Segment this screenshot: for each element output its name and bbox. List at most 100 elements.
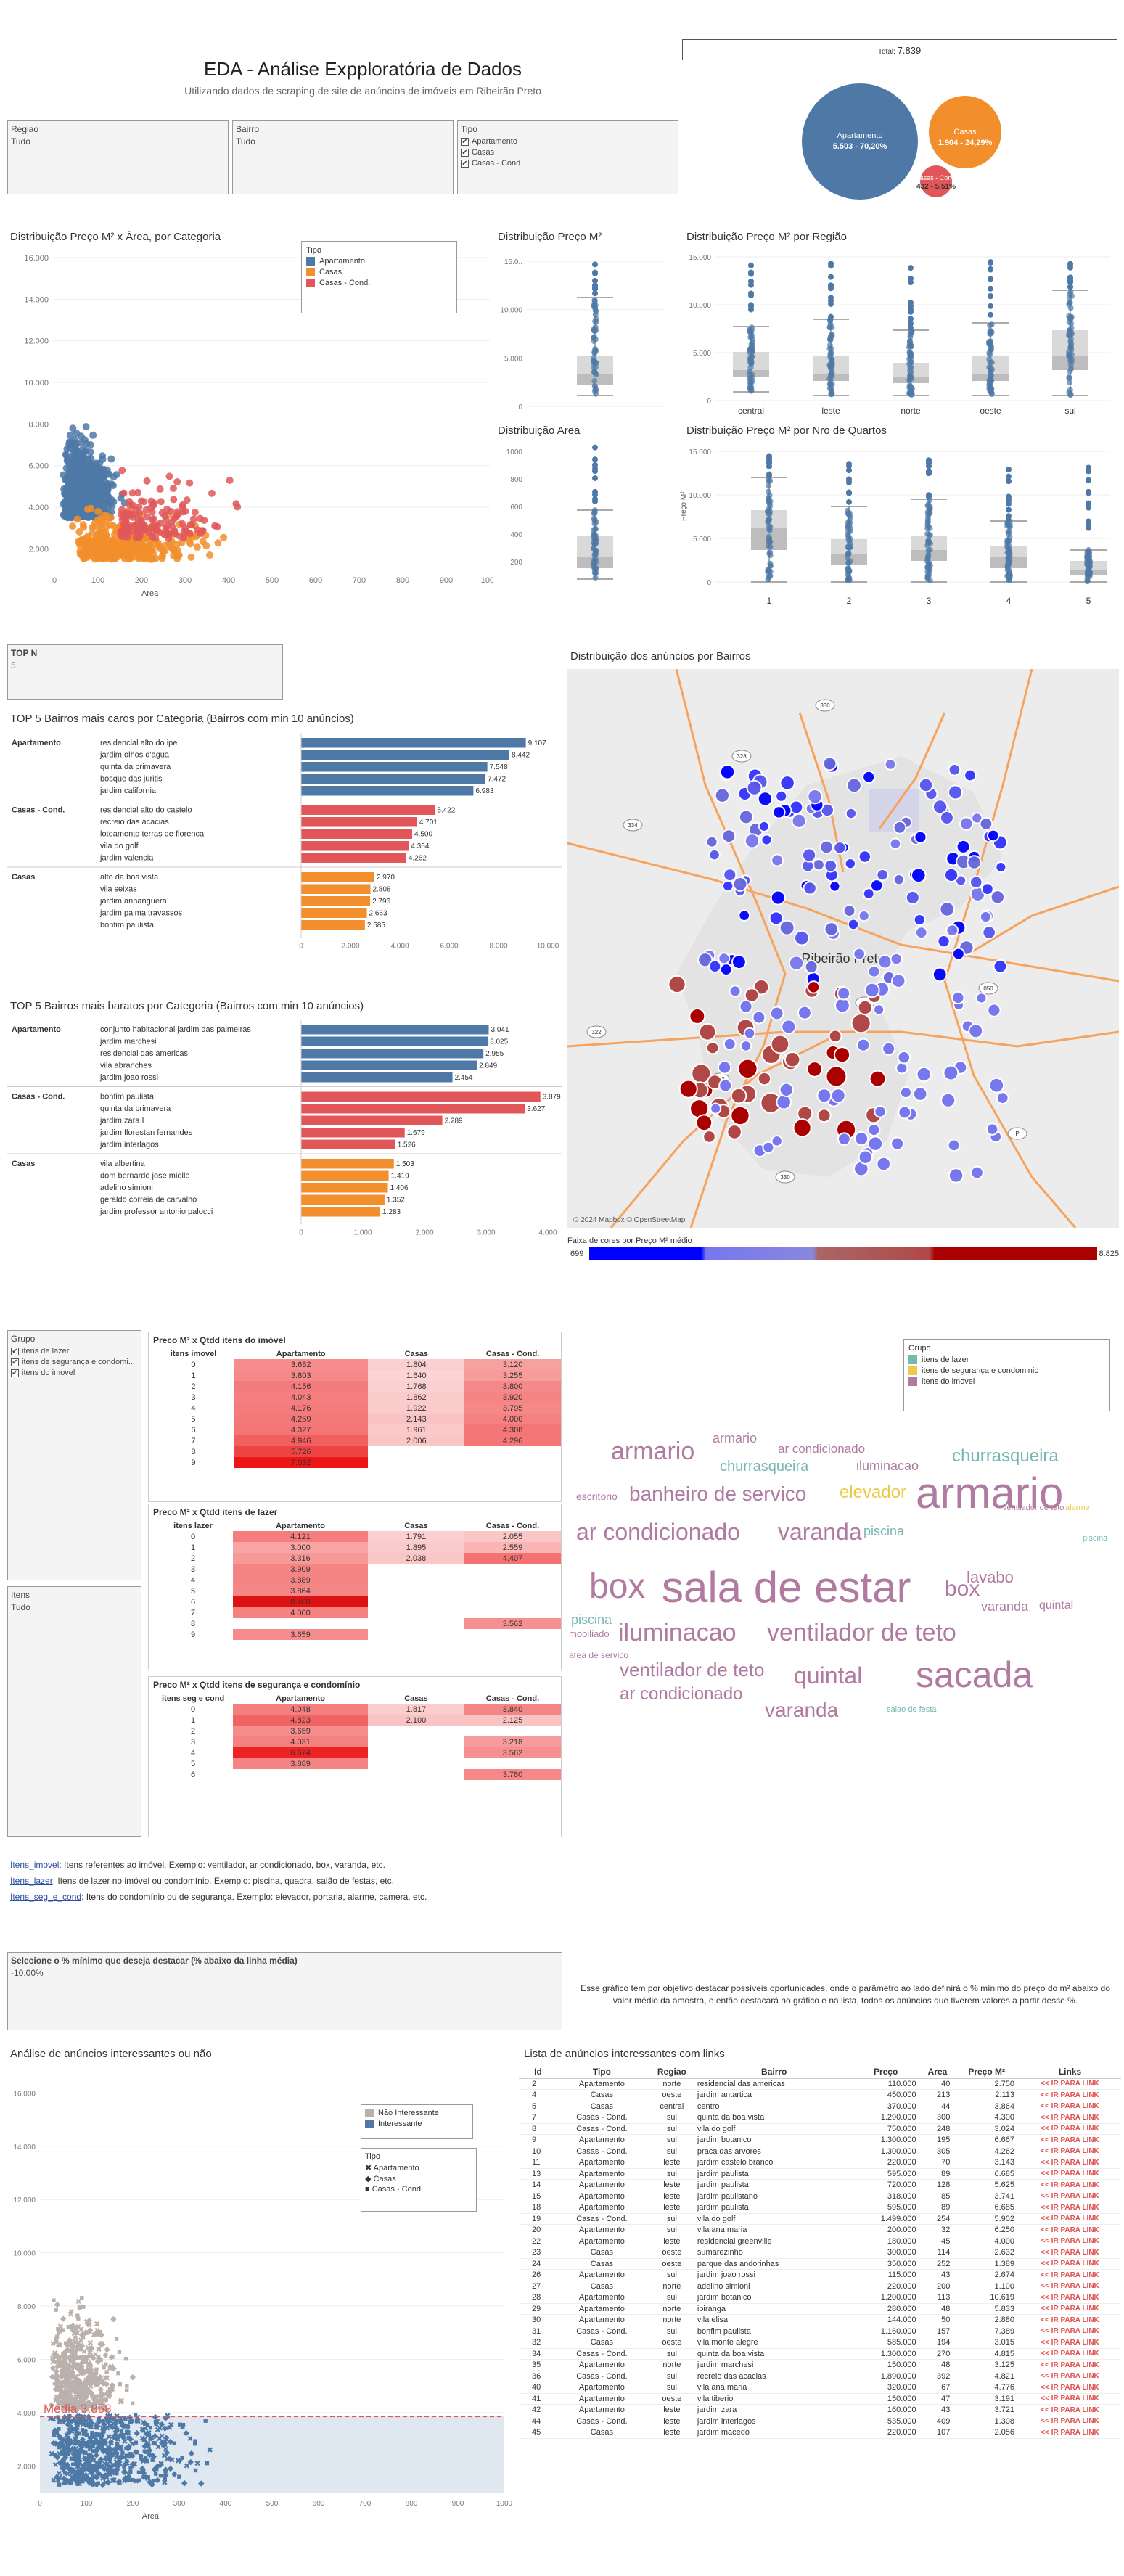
point-nao-interessante: ✖ — [77, 2390, 83, 2399]
link-button[interactable]: << IR PARA LINK — [1019, 2134, 1121, 2146]
link-button[interactable]: << IR PARA LINK — [1019, 2123, 1121, 2135]
outlier-point — [908, 324, 914, 331]
link-button[interactable]: << IR PARA LINK — [1019, 2078, 1121, 2090]
link-button[interactable]: << IR PARA LINK — [1019, 2371, 1121, 2382]
link-button[interactable]: << IR PARA LINK — [1019, 2348, 1121, 2360]
link-button[interactable]: << IR PARA LINK — [1019, 2292, 1121, 2304]
point-nao-interessante: ■ — [63, 2339, 68, 2348]
point-interessante: ◆ — [65, 2439, 72, 2448]
link-button[interactable]: << IR PARA LINK — [1019, 2337, 1121, 2349]
link-button[interactable]: << IR PARA LINK — [1019, 2089, 1121, 2101]
point-casas-cond — [165, 472, 173, 480]
word-cloud-term: lavabo — [967, 1568, 1014, 1586]
map-marker-mid — [739, 999, 753, 1014]
link-button[interactable]: << IR PARA LINK — [1019, 2191, 1121, 2202]
point-interessante: ✖ — [112, 2429, 118, 2438]
list-cell: sul — [646, 2269, 697, 2281]
point-interessante: ✖ — [75, 2479, 82, 2487]
topn-label: TOP N — [11, 648, 38, 658]
point-interessante: ✖ — [118, 2443, 124, 2452]
point-nao-interessante: ✖ — [75, 2360, 82, 2369]
link-button[interactable]: << IR PARA LINK — [1019, 2326, 1121, 2337]
point-interessante: ◆ — [73, 2475, 79, 2484]
link-button[interactable]: << IR PARA LINK — [1019, 2168, 1121, 2180]
link-button[interactable]: << IR PARA LINK — [1019, 2179, 1121, 2191]
map-marker-mid — [856, 1038, 871, 1052]
map-view[interactable]: 330328334322333051050P330Ribeirão Preto©… — [567, 669, 1119, 1228]
point-nao-interessante: ◆ — [63, 2400, 70, 2408]
list-cell: 113 — [920, 2292, 955, 2304]
point-interessante: ■ — [99, 2430, 104, 2439]
topn-filter[interactable]: TOP N 5 — [7, 644, 283, 700]
box-point — [748, 344, 755, 350]
link-button[interactable]: << IR PARA LINK — [1019, 2236, 1121, 2247]
link-button[interactable]: << IR PARA LINK — [1019, 2224, 1121, 2236]
interest-legend[interactable]: Não Interessante Interessante — [361, 2104, 473, 2139]
link-button[interactable]: << IR PARA LINK — [1019, 2112, 1121, 2124]
tipo-filter[interactable]: Tipo ✔ Apartamento ✔ Casas ✔ Casas - Cond. — [457, 120, 678, 194]
interest-tipo-legend[interactable]: Tipo ✖ Apartamento ◆ Casas ■ Casas - Con… — [361, 2148, 477, 2212]
link-button[interactable]: << IR PARA LINK — [1019, 2281, 1121, 2292]
outlier-point — [1086, 520, 1091, 527]
map-marker-low — [721, 829, 737, 844]
list-cell: Casas - Cond. — [557, 2123, 647, 2135]
road-shield-label: 330 — [820, 702, 830, 709]
point-nao-interessante: ✖ — [69, 2378, 75, 2387]
point-apartamento — [80, 461, 88, 469]
tipo-option-cond[interactable]: ✔ Casas - Cond. — [461, 159, 523, 168]
grupo-option-imovel[interactable]: ✔ itens do imovel — [11, 1369, 75, 1377]
itens-filter[interactable]: Itens Tudo — [7, 1586, 141, 1837]
link-button[interactable]: << IR PARA LINK — [1019, 2359, 1121, 2371]
heatmap-category: 3 — [191, 1392, 196, 1402]
tipo-option-casas[interactable]: ✔ Casas — [461, 148, 495, 157]
point-nao-interessante: ◆ — [54, 2362, 61, 2371]
point-nao-interessante: ◆ — [50, 2364, 57, 2373]
bar — [301, 1060, 477, 1070]
tipo-option-apartamento[interactable]: ✔ Apartamento — [461, 137, 517, 146]
link-button[interactable]: << IR PARA LINK — [1019, 2258, 1121, 2270]
grupo-filter[interactable]: Grupo ✔ itens de lazer ✔ itens de seguranç… — [7, 1330, 141, 1580]
link-button[interactable]: << IR PARA LINK — [1019, 2416, 1121, 2427]
link-button[interactable]: << IR PARA LINK — [1019, 2303, 1121, 2315]
point-nao-interessante: ■ — [94, 2381, 99, 2390]
link-button[interactable]: << IR PARA LINK — [1019, 2157, 1121, 2169]
point-nao-interessante: ■ — [98, 2396, 103, 2405]
point-nao-interessante: ◆ — [78, 2399, 85, 2408]
link-button[interactable]: << IR PARA LINK — [1019, 2146, 1121, 2157]
link-button[interactable]: << IR PARA LINK — [1019, 2314, 1121, 2326]
grupo-option-lazer[interactable]: ✔ itens de lazer — [11, 1347, 70, 1355]
link-button[interactable]: << IR PARA LINK — [1019, 2382, 1121, 2394]
point-casas-cond — [199, 527, 207, 535]
link-button[interactable]: << IR PARA LINK — [1019, 2101, 1121, 2112]
point-nao-interessante: ◆ — [70, 2343, 76, 2352]
point-nao-interessante: ◆ — [59, 2399, 65, 2408]
link-button[interactable]: << IR PARA LINK — [1019, 2202, 1121, 2214]
map-marker-low — [772, 805, 786, 819]
link-button[interactable]: << IR PARA LINK — [1019, 2247, 1121, 2259]
x-tick: 800 — [396, 576, 409, 585]
link-button[interactable]: << IR PARA LINK — [1019, 2393, 1121, 2405]
grupo-option-seguranca[interactable]: ✔ itens de segurança e condomi.. — [11, 1358, 133, 1366]
x-tick: 6.000 — [440, 943, 458, 951]
bairro-filter[interactable]: Bairro Tudo — [232, 120, 454, 194]
point-nao-interessante: ■ — [111, 2315, 116, 2324]
point-interessante: ■ — [101, 2428, 106, 2437]
regiao-filter[interactable]: Regiao Tudo — [7, 120, 229, 194]
link-button[interactable]: << IR PARA LINK — [1019, 2213, 1121, 2225]
link-button[interactable]: << IR PARA LINK — [1019, 2427, 1121, 2439]
point-interessante: ◆ — [128, 2435, 134, 2444]
list-cell: 2 — [519, 2078, 557, 2090]
list-cell: 114 — [920, 2247, 955, 2259]
point-interessante: ✖ — [88, 2424, 94, 2432]
link-button[interactable]: << IR PARA LINK — [1019, 2404, 1121, 2416]
heatmap-cell: 4.156 — [233, 1381, 369, 1392]
point-interessante: ■ — [130, 2476, 135, 2485]
point-nao-interessante: ◆ — [66, 2382, 73, 2391]
wordcloud-legend[interactable]: Grupo itens de lazer itens de segurança … — [903, 1339, 1110, 1411]
point-interessante: ✖ — [65, 2435, 71, 2443]
param-filter[interactable]: Selecione o % mínimo que deseja destacar… — [7, 1952, 562, 2030]
link-button[interactable]: << IR PARA LINK — [1019, 2269, 1121, 2281]
map-marker-low — [744, 833, 760, 849]
map-marker-mid — [916, 1066, 932, 1083]
scatter-legend[interactable]: Tipo Apartamento Casas Casas - Cond. — [301, 241, 457, 313]
